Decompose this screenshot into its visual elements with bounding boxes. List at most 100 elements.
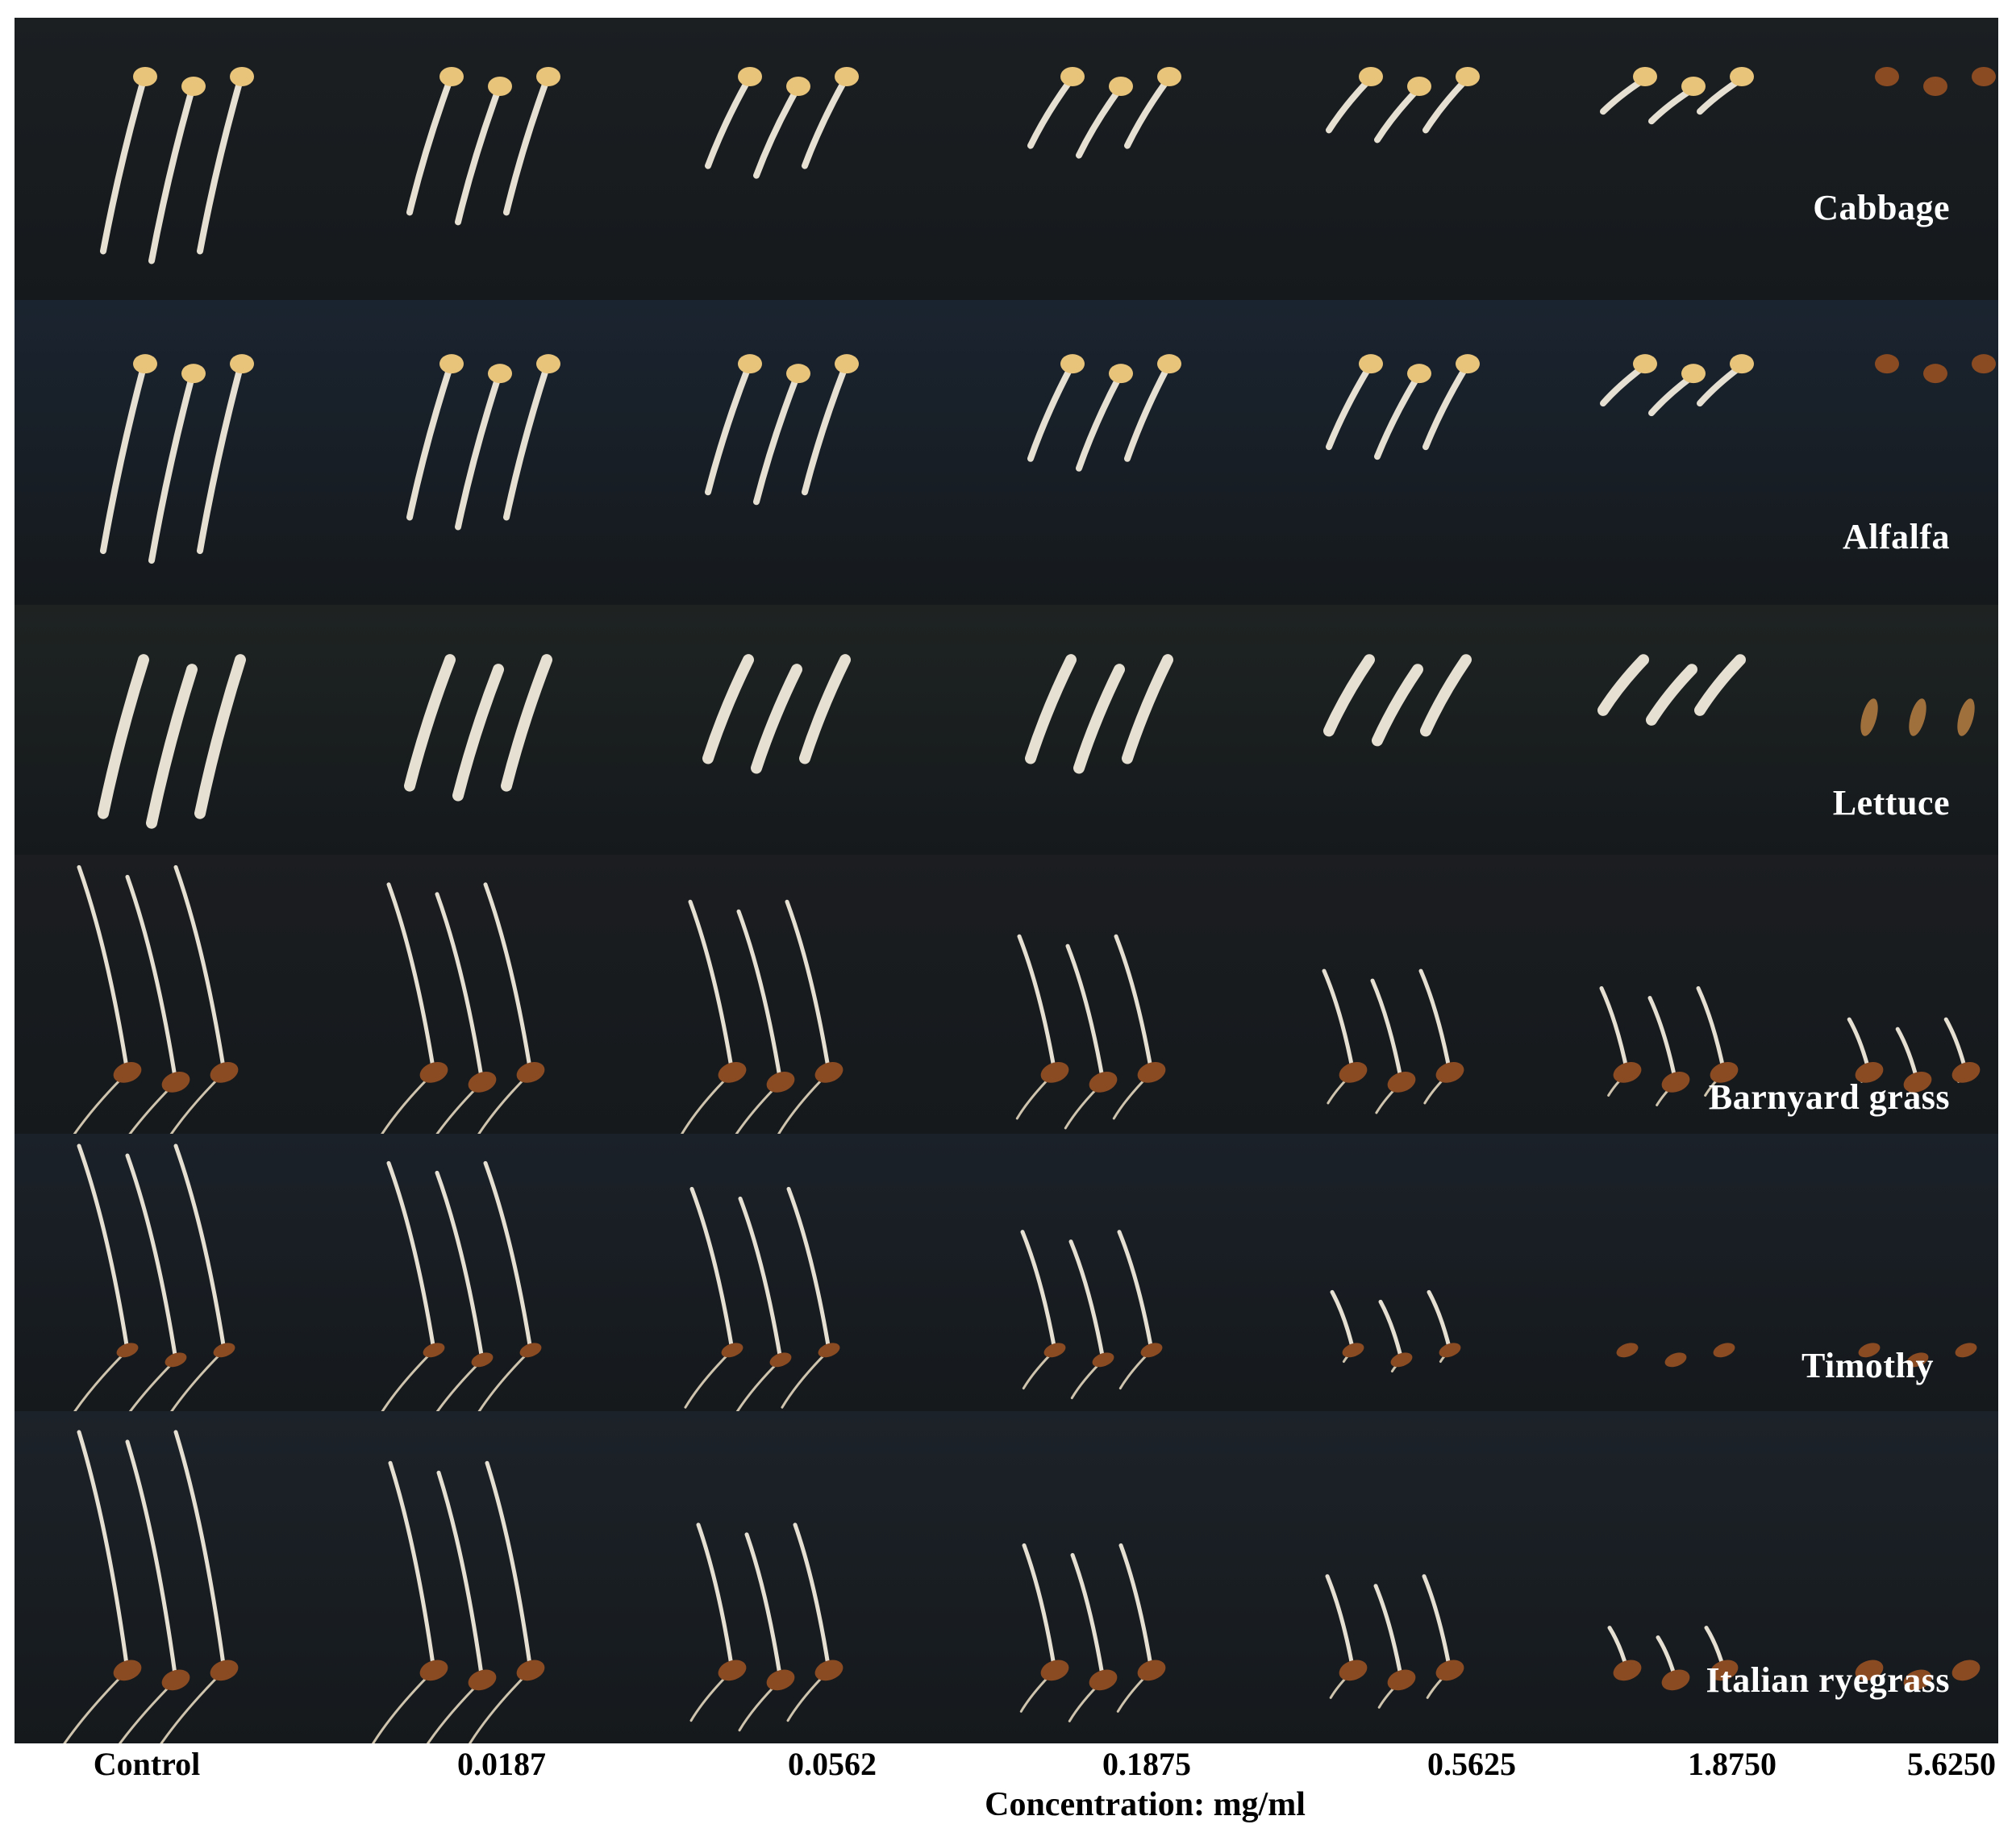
radicle	[1648, 86, 1695, 125]
seed	[1951, 1660, 1981, 1681]
radicle	[1326, 77, 1372, 134]
seed	[721, 1343, 744, 1358]
radicle	[1600, 77, 1647, 115]
shoot	[696, 1522, 735, 1672]
shoot	[1647, 996, 1678, 1085]
radicle	[1122, 654, 1173, 764]
shoot	[1114, 934, 1154, 1075]
seed	[1951, 1062, 1981, 1083]
row-alfalfa: Alfalfa	[15, 300, 1998, 605]
shoot	[436, 1470, 485, 1682]
shoot	[786, 1186, 831, 1352]
seed	[1633, 354, 1657, 374]
seed	[1906, 1352, 1929, 1368]
shoot	[688, 899, 735, 1075]
root	[73, 1348, 129, 1411]
radicle	[802, 364, 848, 496]
shoot	[1118, 1543, 1154, 1672]
seedling-drawing	[100, 67, 1996, 264]
seed	[519, 1343, 542, 1358]
seed	[516, 1062, 545, 1083]
seed	[1664, 1352, 1687, 1368]
shoot	[738, 1196, 783, 1362]
seed	[1060, 354, 1085, 374]
shoot	[785, 899, 831, 1075]
seed	[1435, 1062, 1464, 1083]
seed	[766, 1669, 795, 1691]
seed	[1923, 77, 1947, 96]
shoot	[1020, 1230, 1057, 1352]
seed	[1875, 354, 1899, 374]
radicle	[1600, 364, 1647, 407]
radicle	[1323, 654, 1375, 737]
seed	[1903, 1669, 1932, 1691]
seed	[1613, 1660, 1642, 1681]
seedling-drawing	[73, 1143, 1977, 1411]
seed	[116, 1343, 139, 1358]
radicle	[753, 373, 800, 506]
x-tick-0-0562: 0.0562	[788, 1746, 877, 1782]
seed	[181, 77, 206, 96]
radicle	[1374, 86, 1421, 144]
root	[170, 1348, 226, 1411]
radicle	[1326, 364, 1372, 451]
species-label-cabbage: Cabbage	[1813, 188, 1950, 227]
seed	[1342, 1343, 1364, 1358]
species-label-lettuce: Lettuce	[1832, 783, 1950, 823]
seed	[1407, 364, 1431, 384]
seed	[1387, 1669, 1416, 1691]
seed	[1339, 1062, 1368, 1083]
radicle	[753, 86, 800, 179]
shoot	[125, 1153, 178, 1362]
radicle	[194, 654, 246, 819]
shoot	[1427, 1289, 1452, 1352]
radicle	[455, 86, 502, 226]
radicle	[406, 364, 453, 521]
seed	[814, 1660, 843, 1681]
x-tick-5-6250: 5.6250	[1907, 1746, 1996, 1782]
radicle	[197, 77, 244, 255]
germination-photo: Cabbage Alfalfa Lettuce Barnyard grass T…	[15, 18, 1998, 1743]
radicle	[503, 364, 550, 521]
shoot	[1422, 1574, 1452, 1672]
seed	[1339, 1660, 1368, 1681]
shoot	[77, 1143, 130, 1352]
shoot	[744, 1532, 783, 1682]
seed	[133, 354, 157, 374]
radicle	[1694, 654, 1746, 716]
shoot	[125, 1439, 178, 1682]
shoot	[1322, 968, 1356, 1075]
seed	[1407, 77, 1431, 96]
shoot	[1065, 943, 1106, 1085]
seed	[1855, 1062, 1884, 1083]
seed	[1858, 1343, 1881, 1358]
seed	[1730, 354, 1754, 374]
seed	[210, 1062, 239, 1083]
radicle	[1422, 77, 1469, 134]
seed	[161, 1072, 190, 1093]
x-tick-0-5625: 0.5625	[1427, 1746, 1516, 1782]
seed	[786, 77, 810, 96]
shoot	[173, 1430, 227, 1672]
root	[477, 1348, 532, 1411]
species-label-timothy: Timothy	[1801, 1346, 1934, 1385]
seed	[766, 1072, 795, 1093]
shoot	[435, 892, 485, 1085]
seed	[423, 1343, 445, 1358]
seed	[835, 354, 859, 374]
root	[63, 1668, 129, 1743]
radicle	[406, 77, 453, 216]
x-axis-title: Concentration: mg/ml	[985, 1786, 1306, 1823]
seed	[814, 1062, 843, 1083]
shoot	[1696, 986, 1727, 1075]
seed	[468, 1072, 497, 1093]
seed	[471, 1352, 494, 1368]
seed	[1730, 67, 1754, 86]
root	[426, 1678, 484, 1743]
seed	[1439, 1343, 1461, 1358]
radicle	[98, 654, 149, 819]
seed	[439, 67, 464, 86]
seed	[1140, 1343, 1163, 1358]
seed	[1157, 67, 1181, 86]
shoot	[1325, 1574, 1356, 1672]
